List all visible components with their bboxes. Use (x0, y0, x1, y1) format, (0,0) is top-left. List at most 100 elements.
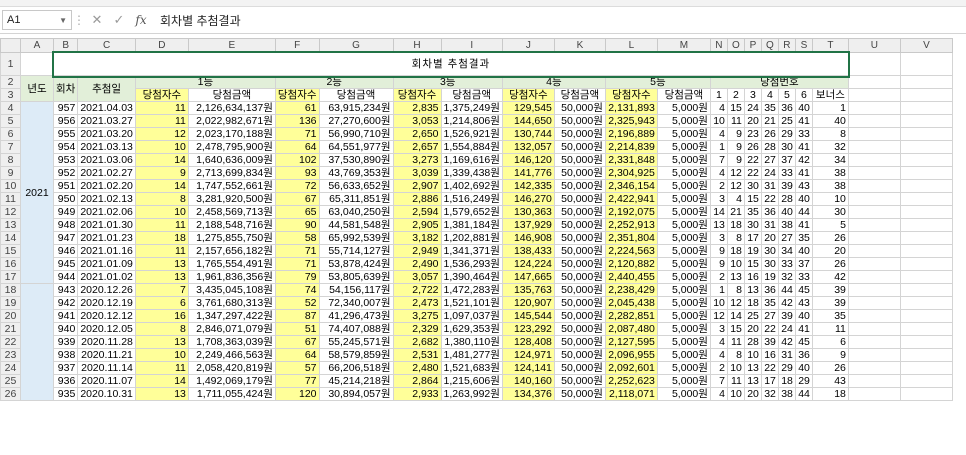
amount-cell[interactable]: 1,711,055,424원 (187, 387, 276, 401)
amount-cell[interactable]: 5,000원 (656, 374, 711, 388)
winners-cell[interactable]: 2,835 (392, 101, 442, 115)
winners-cell[interactable]: 90 (274, 218, 320, 232)
amount-cell[interactable]: 1,708,363,039원 (187, 335, 276, 349)
number-cell[interactable]: 29 (777, 127, 796, 141)
winners-cell[interactable]: 12 (134, 127, 189, 141)
amount-cell[interactable]: 50,000원 (553, 361, 606, 375)
winners-cell[interactable]: 2,238,429 (604, 283, 658, 297)
amount-cell[interactable]: 50,000원 (553, 244, 606, 258)
amount-cell[interactable]: 1,472,283원 (440, 283, 503, 297)
amount-cell[interactable]: 5,000원 (656, 166, 711, 180)
number-cell[interactable]: 7 (709, 153, 728, 167)
row-header[interactable]: 16 (0, 257, 21, 271)
bonus-cell[interactable]: 5 (811, 218, 849, 232)
date-cell[interactable]: 2021.03.13 (77, 140, 136, 154)
amount-cell[interactable]: 45,214,218원 (318, 374, 394, 388)
amount-header[interactable]: 당첨금액 (318, 88, 394, 102)
cell[interactable] (899, 140, 953, 154)
amount-cell[interactable]: 50,000원 (553, 192, 606, 206)
bonus-cell[interactable]: 38 (811, 166, 849, 180)
winners-cell[interactable]: 2,440,455 (604, 270, 658, 284)
cell[interactable] (847, 52, 901, 76)
number-cell[interactable]: 9 (709, 244, 728, 258)
amount-cell[interactable]: 5,000원 (656, 179, 711, 193)
amount-cell[interactable]: 1,629,353원 (440, 322, 503, 336)
number-cell[interactable]: 4 (709, 387, 728, 401)
winners-cell[interactable]: 13 (134, 387, 189, 401)
number-cell[interactable]: 39 (777, 309, 796, 323)
number-cell[interactable]: 4 (709, 101, 728, 115)
winners-cell[interactable]: 77 (274, 374, 320, 388)
number-cell[interactable]: 40 (794, 244, 813, 258)
amount-cell[interactable]: 50,000원 (553, 101, 606, 115)
winners-cell[interactable]: 130,744 (501, 127, 555, 141)
date-cell[interactable]: 2021.02.27 (77, 166, 136, 180)
number-cell[interactable]: 17 (743, 231, 762, 245)
winners-cell[interactable]: 2,252,913 (604, 218, 658, 232)
amount-cell[interactable]: 50,000원 (553, 205, 606, 219)
winners-cell[interactable]: 124,224 (501, 257, 555, 271)
bonus-cell[interactable]: 40 (811, 114, 849, 128)
column-header-e[interactable]: E (187, 38, 276, 53)
row-header[interactable]: 5 (0, 114, 21, 128)
cell[interactable] (847, 127, 901, 141)
number-cell[interactable]: 44 (794, 387, 813, 401)
winners-cell[interactable]: 2,886 (392, 192, 442, 206)
amount-cell[interactable]: 50,000원 (553, 322, 606, 336)
amount-cell[interactable]: 3,281,920,500원 (187, 192, 276, 206)
round-cell[interactable]: 946 (52, 244, 79, 258)
prize4-header[interactable]: 4등 (501, 75, 606, 89)
number-cell[interactable]: 17 (760, 374, 779, 388)
round-cell[interactable]: 944 (52, 270, 79, 284)
winners-cell[interactable]: 145,544 (501, 309, 555, 323)
winners-cell[interactable]: 3,053 (392, 114, 442, 128)
amount-cell[interactable]: 1,516,249원 (440, 192, 503, 206)
date-cell[interactable]: 2020.11.21 (77, 348, 136, 362)
cell[interactable] (847, 309, 901, 323)
bonus-cell[interactable]: 35 (811, 309, 849, 323)
round-cell[interactable]: 940 (52, 322, 79, 336)
winners-cell[interactable]: 16 (134, 309, 189, 323)
number-cell[interactable]: 12 (726, 296, 745, 310)
number-header[interactable]: 3 (743, 88, 762, 102)
round-cell[interactable]: 954 (52, 140, 79, 154)
round-cell[interactable]: 936 (52, 374, 79, 388)
winners-cell[interactable]: 2,214,839 (604, 140, 658, 154)
number-cell[interactable]: 4 (709, 335, 728, 349)
amount-cell[interactable]: 1,169,616원 (440, 153, 503, 167)
cell[interactable] (847, 166, 901, 180)
number-cell[interactable]: 45 (794, 283, 813, 297)
number-cell[interactable]: 15 (743, 257, 762, 271)
number-cell[interactable]: 41 (794, 166, 813, 180)
winners-cell[interactable]: 64 (274, 140, 320, 154)
amount-cell[interactable]: 1,381,184원 (440, 218, 503, 232)
amount-cell[interactable]: 50,000원 (553, 166, 606, 180)
winners-cell[interactable]: 2,282,851 (604, 309, 658, 323)
winners-cell[interactable]: 2,490 (392, 257, 442, 271)
amount-cell[interactable]: 1,961,836,356원 (187, 270, 276, 284)
number-cell[interactable]: 40 (794, 101, 813, 115)
number-cell[interactable]: 1 (709, 140, 728, 154)
winners-cell[interactable]: 87 (274, 309, 320, 323)
number-cell[interactable]: 3 (709, 192, 728, 206)
amount-cell[interactable]: 5,000원 (656, 192, 711, 206)
formula-input[interactable]: 회차별 추첨결과 (160, 13, 241, 28)
cell[interactable] (20, 52, 54, 76)
amount-cell[interactable]: 1,341,371원 (440, 244, 503, 258)
number-cell[interactable]: 8 (726, 231, 745, 245)
amount-cell[interactable]: 2,157,656,182원 (187, 244, 276, 258)
number-cell[interactable]: 27 (760, 309, 779, 323)
insert-function-icon[interactable]: fx (135, 13, 147, 27)
number-header[interactable]: 1 (709, 88, 728, 102)
winners-cell[interactable]: 2,933 (392, 387, 442, 401)
amount-cell[interactable]: 41,296,473원 (318, 309, 394, 323)
cell[interactable] (847, 114, 901, 128)
winners-cell[interactable]: 134,376 (501, 387, 555, 401)
bonus-cell[interactable]: 9 (811, 348, 849, 362)
number-cell[interactable]: 39 (777, 179, 796, 193)
winners-cell[interactable]: 2,594 (392, 205, 442, 219)
number-cell[interactable]: 18 (726, 218, 745, 232)
prize5-header[interactable]: 5등 (604, 75, 711, 89)
number-header[interactable]: 4 (760, 88, 779, 102)
column-header-l[interactable]: L (604, 38, 658, 53)
